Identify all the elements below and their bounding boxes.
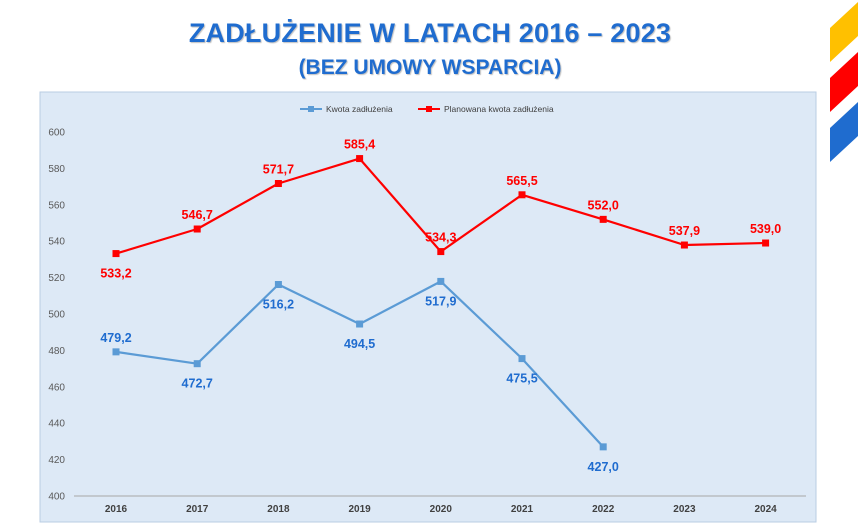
data-label-planned: 539,0 <box>750 222 781 236</box>
data-label-debt: 479,2 <box>100 331 131 345</box>
y-tick-label: 460 <box>48 382 65 393</box>
page-subtitle: (BEZ UMOWY WSPARCIA) <box>298 56 562 79</box>
y-tick-label: 580 <box>48 164 65 175</box>
data-label-planned: 565,5 <box>506 174 537 188</box>
y-tick-label: 440 <box>48 419 65 430</box>
y-tick-label: 540 <box>48 237 65 248</box>
legend-label-debt: Kwota zadłużenia <box>326 104 393 114</box>
data-point-planned <box>112 250 120 258</box>
data-label-debt: 516,2 <box>263 298 294 312</box>
y-tick-label: 400 <box>48 492 65 503</box>
data-label-planned: 552,0 <box>588 198 619 212</box>
data-label-planned: 533,2 <box>100 267 131 281</box>
x-tick-label: 2020 <box>430 504 453 515</box>
x-tick-label: 2023 <box>673 504 696 515</box>
data-label-planned: 537,9 <box>669 224 700 238</box>
series-layer: 479,2 472,7 516,2 494,5 517,9 475,5 427,0 533,2… <box>100 138 781 474</box>
chart-legend: Kwota zadłużenia Planowana kwota zadłuże… <box>300 104 554 114</box>
data-label-planned: 534,3 <box>425 231 456 245</box>
data-point-debt <box>437 277 445 285</box>
x-tick-label: 2018 <box>267 504 290 515</box>
data-label-debt: 475,5 <box>506 372 537 386</box>
data-point-planned <box>437 248 445 256</box>
legend-label-planned: Planowana kwota zadłużenia <box>444 104 554 114</box>
y-tick-label: 480 <box>48 346 65 357</box>
data-point-debt <box>518 355 526 363</box>
data-point-planned <box>518 191 526 199</box>
data-point-planned <box>599 215 607 223</box>
x-tick-label: 2019 <box>348 504 371 515</box>
y-tick-label: 500 <box>48 310 65 321</box>
plot-area <box>39 91 817 523</box>
x-tick-label: 2016 <box>105 504 128 515</box>
data-point-planned <box>680 241 688 249</box>
legend-marker-debt <box>308 106 314 112</box>
data-point-planned <box>193 225 201 233</box>
data-point-debt <box>193 360 201 368</box>
page-title: ZADŁUŻENIE W LATACH 2016 – 2023 <box>188 18 672 48</box>
data-label-debt: 427,0 <box>588 460 619 474</box>
x-tick-label: 2021 <box>511 504 534 515</box>
data-point-planned <box>274 180 282 188</box>
data-point-planned <box>356 155 364 163</box>
y-tick-label: 520 <box>48 273 65 284</box>
brand-logo-icon <box>830 2 858 162</box>
data-label-planned: 571,7 <box>263 163 294 177</box>
y-tick-label: 600 <box>48 128 65 139</box>
x-tick-label: 2022 <box>592 504 615 515</box>
legend-marker-planned <box>426 106 432 112</box>
x-tick-label: 2017 <box>186 504 209 515</box>
y-tick-label: 420 <box>48 455 65 466</box>
y-axis-ticks: 400 420 440 460 480 500 520 540 560 580 600 <box>48 128 65 503</box>
x-tick-label: 2024 <box>754 504 777 515</box>
y-tick-label: 560 <box>48 200 65 211</box>
data-label-debt: 494,5 <box>344 337 375 351</box>
data-point-planned <box>762 239 770 247</box>
data-point-debt <box>599 443 607 451</box>
data-label-planned: 585,4 <box>344 138 375 152</box>
data-point-debt <box>274 281 282 289</box>
data-label-debt: 472,7 <box>182 377 213 391</box>
x-axis-ticks: 2016 2017 2018 2019 2020 2021 2022 2023 2024 <box>105 504 777 515</box>
data-label-debt: 517,9 <box>425 294 456 308</box>
data-point-debt <box>112 348 120 356</box>
data-point-debt <box>356 320 364 328</box>
data-label-planned: 546,7 <box>182 208 213 222</box>
